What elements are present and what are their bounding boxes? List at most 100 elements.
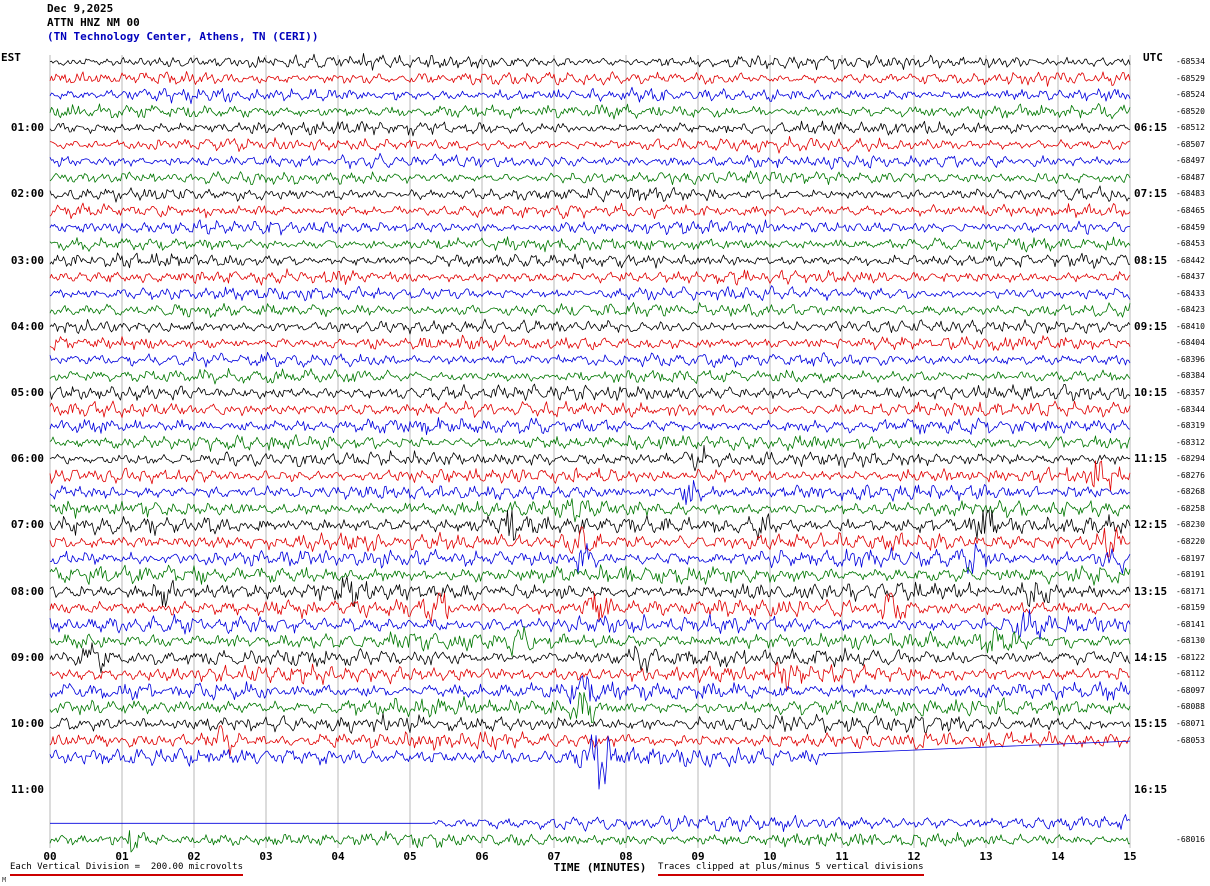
header-date: Dec 9,2025: [47, 2, 114, 15]
seismic-trace-red: [49, 460, 1131, 492]
x-tick-label: 07: [547, 850, 561, 863]
x-tick-label: 13: [979, 850, 993, 863]
trace-offset-value: -68319: [1176, 421, 1205, 431]
right-time-label: 07:15: [1134, 187, 1168, 201]
seismic-trace-red: [49, 334, 1131, 351]
trace-offset-value: -68433: [1176, 288, 1205, 298]
right-time-label: 10:15: [1134, 386, 1168, 399]
trace-offset-value: -68404: [1176, 338, 1205, 348]
trace-offset-value: -68294: [1176, 454, 1205, 464]
seismic-trace-red: [49, 202, 1131, 220]
left-time-label: 07:00: [10, 518, 44, 532]
trace-offset-value: -68088: [1176, 702, 1205, 712]
x-tick-label: 09: [691, 850, 705, 863]
trace-offset-value: -68410: [1176, 321, 1205, 331]
seismic-trace-black: [49, 383, 1131, 402]
left-time-label: 01:00: [10, 121, 44, 135]
trace-offset-value: -68312: [1176, 437, 1205, 447]
trace-offset-value: -68344: [1176, 404, 1205, 414]
right-timezone-label: UTC: [1143, 51, 1163, 64]
trace-offset-value: -68141: [1176, 619, 1205, 629]
trace-offset-value: -68258: [1176, 503, 1205, 513]
seismic-trace-black: [49, 444, 1131, 472]
x-tick-label: 10: [763, 850, 777, 863]
trace-offset-value: -68268: [1176, 487, 1205, 497]
trace-offset-value: -68122: [1176, 652, 1205, 662]
trace-offset-value: -68276: [1176, 470, 1205, 480]
trace-offset-value: -68529: [1176, 73, 1205, 83]
right-time-label: 14:15: [1134, 650, 1168, 664]
x-tick-label: 06: [475, 850, 489, 863]
seismic-trace-blue: [49, 152, 1131, 170]
trace-offset-value: -68112: [1176, 669, 1205, 679]
trace-offset-value: -68053: [1176, 735, 1205, 745]
x-axis-label: TIME (MINUTES): [553, 861, 647, 874]
seismic-trace-blue: [49, 351, 1131, 368]
x-tick-label: 11: [835, 850, 849, 863]
right-time-label: 13:15: [1134, 584, 1168, 598]
left-time-label: 11:00: [10, 783, 44, 797]
trace-offset-value: -68465: [1176, 205, 1205, 215]
right-time-label: 11:15: [1134, 452, 1168, 466]
trace-offset-value: -68230: [1176, 520, 1205, 530]
right-time-label: 16:15: [1134, 783, 1168, 797]
trace-offset-value: -68130: [1176, 636, 1205, 646]
scale-label: Each Vertical Division = 200.00 microvol…: [10, 862, 243, 876]
seismic-trace-green: [49, 830, 1131, 853]
trace-offset-value: -68442: [1176, 255, 1205, 265]
seismic-trace-blue: [49, 219, 1130, 236]
seismic-trace-green: [50, 498, 1131, 523]
seismic-trace-blue: [49, 86, 1131, 105]
trace-offset-value: -68487: [1176, 172, 1205, 182]
left-time-label: 05:00: [10, 386, 44, 399]
trace-offset-value: -68534: [1176, 57, 1205, 66]
seismic-trace-red: [49, 725, 1131, 756]
seismic-trace-green: [49, 367, 1131, 385]
trace-offset-value: -68171: [1176, 586, 1205, 596]
trace-offset-value: -68524: [1176, 90, 1205, 100]
seismic-trace-green: [49, 625, 1131, 657]
seismic-trace-red: [49, 526, 1131, 558]
trace-offset-value: -68396: [1176, 354, 1205, 364]
trace-offset-value: -68197: [1176, 553, 1205, 563]
right-time-label: 15:15: [1134, 717, 1168, 730]
seismic-trace-black: [49, 120, 1131, 137]
seismic-trace-blue: [49, 609, 1131, 641]
x-tick-label: 01: [115, 850, 129, 863]
x-tick-label: 12: [907, 850, 921, 863]
seismic-trace-red: [49, 71, 1131, 87]
left-time-label: 03:00: [10, 253, 44, 267]
trace-offset-value: -68191: [1176, 570, 1205, 580]
header-location: (TN Technology Center, Athens, TN (CERI)…: [47, 30, 319, 43]
trace-offset-value: -68159: [1176, 603, 1205, 613]
right-time-label: 12:15: [1134, 518, 1168, 532]
seismic-trace-red: [49, 661, 1131, 690]
trace-offset-value: -68520: [1176, 106, 1205, 116]
clip-label: Traces clipped at plus/minus 5 vertical …: [658, 862, 924, 876]
seismic-trace-blue: [49, 417, 1131, 436]
seismic-trace-green: [49, 103, 1131, 120]
seismic-trace-black: [49, 509, 1131, 541]
seismic-trace-green: [49, 564, 1131, 586]
seismic-trace-green: [49, 170, 1131, 186]
left-timezone-label: EST: [1, 51, 21, 64]
left-time-label: 06:00: [10, 452, 44, 466]
trace-offset-value: -68459: [1176, 222, 1205, 232]
seismic-trace-green: [49, 434, 1131, 452]
left-time-label: 04:00: [10, 319, 44, 333]
seismic-trace-blue: [49, 285, 1131, 302]
x-tick-label: 00: [43, 850, 57, 863]
left-time-label: 02:00: [10, 187, 44, 201]
seismic-trace-blue: [49, 734, 1131, 790]
seismic-trace-green: [49, 236, 1131, 253]
trace-offset-value: -68016: [1176, 834, 1205, 844]
trace-offset-value: -68483: [1176, 189, 1205, 199]
x-tick-label: 08: [619, 850, 633, 863]
seismic-trace-red: [49, 592, 1131, 624]
seismic-trace-black: [49, 642, 1131, 674]
left-time-label: 10:00: [10, 717, 44, 730]
seismic-trace-green: [49, 692, 1131, 723]
seismic-trace-blue: [50, 543, 1131, 574]
